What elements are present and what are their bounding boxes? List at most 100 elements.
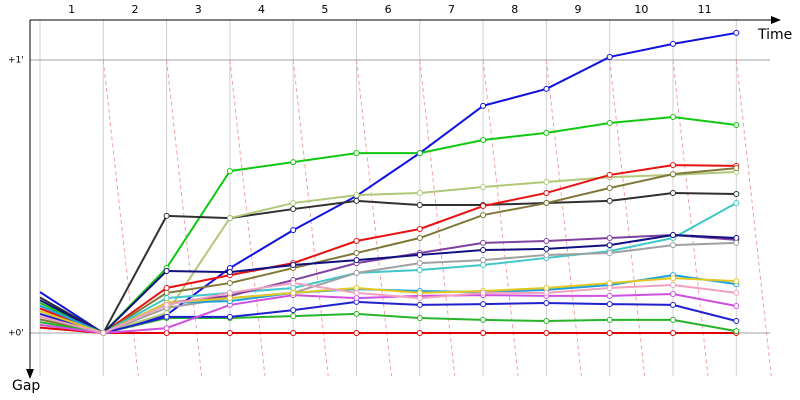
x-tick-label: 10 bbox=[634, 3, 648, 16]
data-point bbox=[606, 197, 613, 204]
data-point bbox=[290, 159, 297, 166]
series-line bbox=[39, 170, 737, 335]
data-point bbox=[226, 289, 233, 296]
series-line bbox=[39, 191, 737, 335]
lap-marker bbox=[482, 59, 519, 377]
data-point bbox=[416, 235, 423, 242]
data-point bbox=[416, 295, 423, 302]
data-point bbox=[353, 289, 360, 296]
data-point bbox=[670, 281, 676, 288]
data-point bbox=[353, 310, 360, 317]
data-point bbox=[733, 328, 740, 335]
lap-marker bbox=[672, 59, 709, 377]
series-line bbox=[39, 167, 737, 335]
data-point bbox=[416, 289, 423, 296]
data-point bbox=[290, 330, 297, 337]
data-point bbox=[290, 280, 297, 287]
data-point bbox=[733, 278, 740, 285]
x-tick-label: 7 bbox=[448, 3, 455, 16]
data-point bbox=[163, 295, 170, 302]
series-line bbox=[39, 116, 737, 335]
x-tick-label: 4 bbox=[258, 3, 265, 16]
data-point bbox=[290, 206, 297, 213]
lap-marker bbox=[735, 59, 772, 377]
data-point bbox=[670, 171, 676, 178]
data-point bbox=[480, 212, 487, 219]
data-point bbox=[353, 238, 360, 245]
series-line bbox=[39, 164, 737, 335]
data-point bbox=[670, 330, 676, 337]
data-point bbox=[416, 251, 423, 258]
lap-marker bbox=[609, 59, 646, 377]
data-point bbox=[543, 251, 550, 258]
series-line bbox=[39, 234, 737, 335]
data-point bbox=[606, 284, 613, 291]
data-point bbox=[353, 284, 360, 291]
data-point bbox=[733, 165, 740, 172]
data-point bbox=[670, 242, 676, 249]
x-tick-label: 3 bbox=[195, 3, 202, 16]
data-point bbox=[480, 203, 487, 210]
series-line bbox=[39, 241, 737, 335]
data-point bbox=[606, 316, 613, 323]
data-point bbox=[480, 239, 487, 246]
data-point bbox=[290, 307, 297, 314]
data-point bbox=[480, 136, 487, 143]
data-point bbox=[670, 232, 676, 239]
data-point bbox=[290, 284, 297, 291]
data-point bbox=[543, 179, 550, 186]
data-point bbox=[416, 315, 423, 322]
data-point bbox=[290, 227, 297, 234]
data-point bbox=[100, 330, 107, 337]
data-point bbox=[670, 189, 676, 196]
lap-marker bbox=[419, 59, 456, 377]
data-point bbox=[353, 197, 360, 204]
data-point bbox=[480, 301, 487, 308]
data-point bbox=[606, 120, 613, 127]
data-point bbox=[416, 189, 423, 196]
data-point bbox=[226, 295, 233, 302]
series-line bbox=[39, 31, 737, 335]
data-point bbox=[543, 129, 550, 136]
data-point bbox=[416, 301, 423, 308]
data-point bbox=[480, 316, 487, 323]
data-point bbox=[480, 289, 487, 296]
data-point bbox=[543, 289, 550, 296]
data-point bbox=[163, 212, 170, 219]
data-point bbox=[733, 235, 740, 242]
data-point bbox=[733, 303, 740, 310]
data-point bbox=[226, 330, 233, 337]
data-point bbox=[226, 168, 233, 175]
data-point bbox=[353, 150, 360, 157]
data-point bbox=[226, 215, 233, 222]
data-point bbox=[163, 284, 170, 291]
x-tick-label: 11 bbox=[698, 3, 712, 16]
data-point bbox=[543, 300, 550, 306]
data-point bbox=[290, 200, 297, 207]
data-point bbox=[226, 313, 233, 320]
data-point bbox=[543, 85, 550, 92]
series-line bbox=[39, 202, 737, 335]
data-point bbox=[163, 268, 170, 275]
data-point bbox=[353, 257, 360, 264]
data-point bbox=[416, 260, 423, 267]
y-tick-label: +1' bbox=[8, 55, 24, 65]
data-point bbox=[543, 200, 550, 207]
data-point bbox=[606, 242, 613, 249]
data-point bbox=[163, 325, 170, 332]
data-point bbox=[416, 266, 423, 273]
data-point bbox=[353, 192, 360, 199]
data-point bbox=[670, 114, 676, 121]
data-point bbox=[543, 189, 550, 196]
data-point bbox=[353, 250, 360, 257]
series-line bbox=[39, 292, 737, 335]
data-point bbox=[290, 262, 297, 269]
data-point bbox=[606, 301, 613, 308]
data-point bbox=[353, 330, 360, 337]
data-point bbox=[226, 269, 233, 276]
data-point bbox=[416, 150, 423, 157]
series-line bbox=[39, 326, 737, 335]
data-point bbox=[606, 171, 613, 178]
lap-marker bbox=[292, 59, 329, 377]
data-point bbox=[733, 239, 740, 246]
